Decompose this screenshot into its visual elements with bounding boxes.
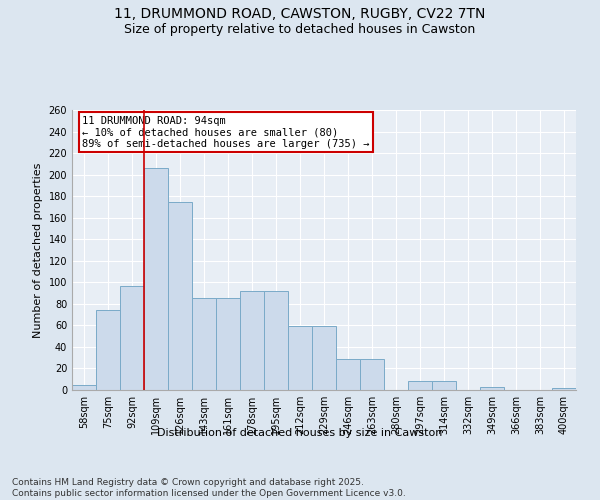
Y-axis label: Number of detached properties: Number of detached properties [33,162,43,338]
Bar [432,382,456,390]
Bar [144,168,168,390]
Bar [72,384,96,390]
Bar [240,291,264,390]
Bar [192,298,216,390]
Text: 11, DRUMMOND ROAD, CAWSTON, RUGBY, CV22 7TN: 11, DRUMMOND ROAD, CAWSTON, RUGBY, CV22 … [115,8,485,22]
Text: 11 DRUMMOND ROAD: 94sqm
← 10% of detached houses are smaller (80)
89% of semi-de: 11 DRUMMOND ROAD: 94sqm ← 10% of detache… [82,116,370,149]
Bar [120,286,144,390]
Bar [336,359,360,390]
Bar [216,298,240,390]
Text: Contains HM Land Registry data © Crown copyright and database right 2025.
Contai: Contains HM Land Registry data © Crown c… [12,478,406,498]
Bar [552,388,576,390]
Bar [312,326,336,390]
Bar [480,387,504,390]
Text: Distribution of detached houses by size in Cawston: Distribution of detached houses by size … [157,428,443,438]
Bar [96,310,120,390]
Bar [408,382,432,390]
Bar [264,291,288,390]
Bar [360,359,384,390]
Bar [288,326,312,390]
Text: Size of property relative to detached houses in Cawston: Size of property relative to detached ho… [124,22,476,36]
Bar [168,202,192,390]
